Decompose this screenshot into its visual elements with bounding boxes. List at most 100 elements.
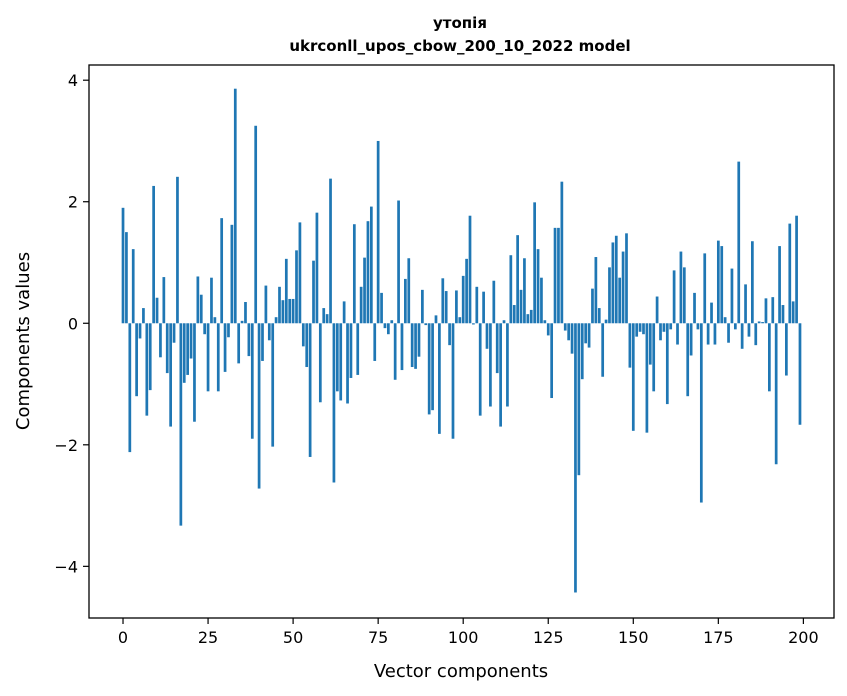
x-tick-label: 125	[533, 628, 564, 647]
bar-component-148	[625, 233, 628, 324]
bar-component-191	[771, 297, 775, 324]
bar-component-12	[162, 277, 166, 324]
bar-component-175	[716, 240, 720, 324]
x-tick-label: 50	[283, 628, 303, 647]
bar-component-46	[278, 286, 281, 324]
bar-component-162	[672, 270, 676, 324]
bar-component-116	[516, 235, 519, 324]
bar-component-61	[329, 178, 332, 324]
bar-component-81	[397, 200, 400, 324]
bar-component-198	[795, 215, 798, 324]
bar-component-166	[686, 323, 690, 397]
bar-component-89	[424, 323, 428, 326]
chart-subtitle: ukrconll_upos_cbow_200_10_2022 model	[289, 37, 630, 55]
bar-component-109	[492, 280, 496, 324]
bar-component-147	[621, 251, 625, 324]
bar-component-176	[720, 246, 724, 324]
bar-component-77	[383, 323, 387, 329]
bars-group	[121, 88, 802, 593]
bar-component-113	[506, 323, 509, 407]
bar-component-25	[206, 323, 210, 392]
x-tick-label: 150	[618, 628, 649, 647]
bar-component-129	[560, 181, 564, 324]
bar-component-115	[512, 305, 516, 324]
bar-component-106	[482, 291, 485, 324]
bar-component-156	[652, 323, 656, 392]
bar-component-126	[550, 323, 554, 399]
bar-component-196	[788, 223, 792, 324]
bar-component-5	[138, 323, 142, 339]
bar-component-74	[373, 323, 377, 361]
bar-component-101	[465, 258, 468, 324]
bar-component-30	[223, 323, 227, 372]
bar-component-94	[441, 278, 445, 324]
bar-component-131	[567, 323, 571, 341]
bar-component-35	[240, 320, 244, 324]
bar-component-118	[523, 258, 526, 324]
bar-component-103	[472, 323, 475, 325]
bar-component-142	[604, 319, 608, 324]
bar-component-39	[254, 125, 258, 324]
bar-component-2	[128, 323, 132, 453]
bar-component-121	[533, 202, 536, 324]
x-tick-label: 200	[788, 628, 819, 647]
bar-component-155	[648, 323, 652, 365]
bar-component-59	[322, 308, 326, 324]
bar-component-8	[148, 323, 152, 391]
bar-component-144	[611, 242, 615, 324]
bar-component-187	[757, 321, 761, 324]
bar-component-174	[713, 323, 717, 345]
bar-component-88	[421, 289, 424, 324]
bar-component-24	[203, 323, 207, 335]
bar-component-105	[478, 323, 482, 416]
bar-component-146	[618, 277, 622, 324]
bar-component-70	[359, 286, 363, 324]
bar-component-125	[546, 323, 550, 336]
bar-component-20	[189, 323, 193, 359]
bar-component-114	[509, 255, 513, 324]
y-axis-ticks: −4 −2 0 2 4	[54, 71, 89, 576]
x-axis-ticks: 0 25 50 75 100 125 150 175 200	[118, 618, 819, 647]
bar-component-10	[155, 297, 159, 324]
bar-component-13	[165, 323, 169, 374]
bar-component-14	[169, 323, 172, 427]
bar-component-181	[737, 161, 741, 324]
bar-component-36	[244, 302, 247, 324]
bar-component-138	[591, 288, 594, 324]
bar-component-195	[785, 323, 788, 376]
bar-component-93	[438, 323, 441, 434]
bar-component-153	[642, 323, 645, 335]
bar-component-140	[597, 308, 601, 324]
bar-component-173	[710, 302, 713, 324]
bar-component-108	[489, 323, 492, 407]
bar-component-92	[434, 315, 438, 324]
bar-component-48	[284, 258, 288, 324]
bar-component-86	[414, 323, 417, 369]
bar-component-149	[628, 323, 632, 368]
y-tick-label: 4	[68, 71, 78, 90]
bar-component-107	[485, 323, 489, 349]
bar-component-18	[182, 323, 186, 383]
bar-component-134	[577, 323, 581, 476]
bar-component-80	[393, 323, 397, 380]
bar-component-85	[410, 323, 414, 368]
bar-component-67	[349, 323, 353, 378]
bar-component-37	[247, 323, 251, 357]
bar-component-135	[580, 323, 584, 380]
bar-component-102	[468, 215, 472, 324]
bar-component-169	[696, 323, 700, 330]
bar-component-124	[543, 320, 547, 324]
bar-component-178	[727, 323, 730, 343]
bar-component-159	[662, 323, 666, 332]
bar-component-45	[274, 317, 278, 324]
bar-component-141	[601, 323, 605, 377]
bar-component-15	[172, 323, 176, 343]
bar-component-84	[407, 258, 411, 324]
bar-component-157	[655, 296, 659, 324]
bar-component-34	[237, 323, 241, 364]
bar-component-6	[142, 308, 145, 324]
bar-component-31	[227, 323, 230, 338]
bar-component-143	[608, 267, 611, 324]
bar-component-184	[747, 323, 751, 337]
